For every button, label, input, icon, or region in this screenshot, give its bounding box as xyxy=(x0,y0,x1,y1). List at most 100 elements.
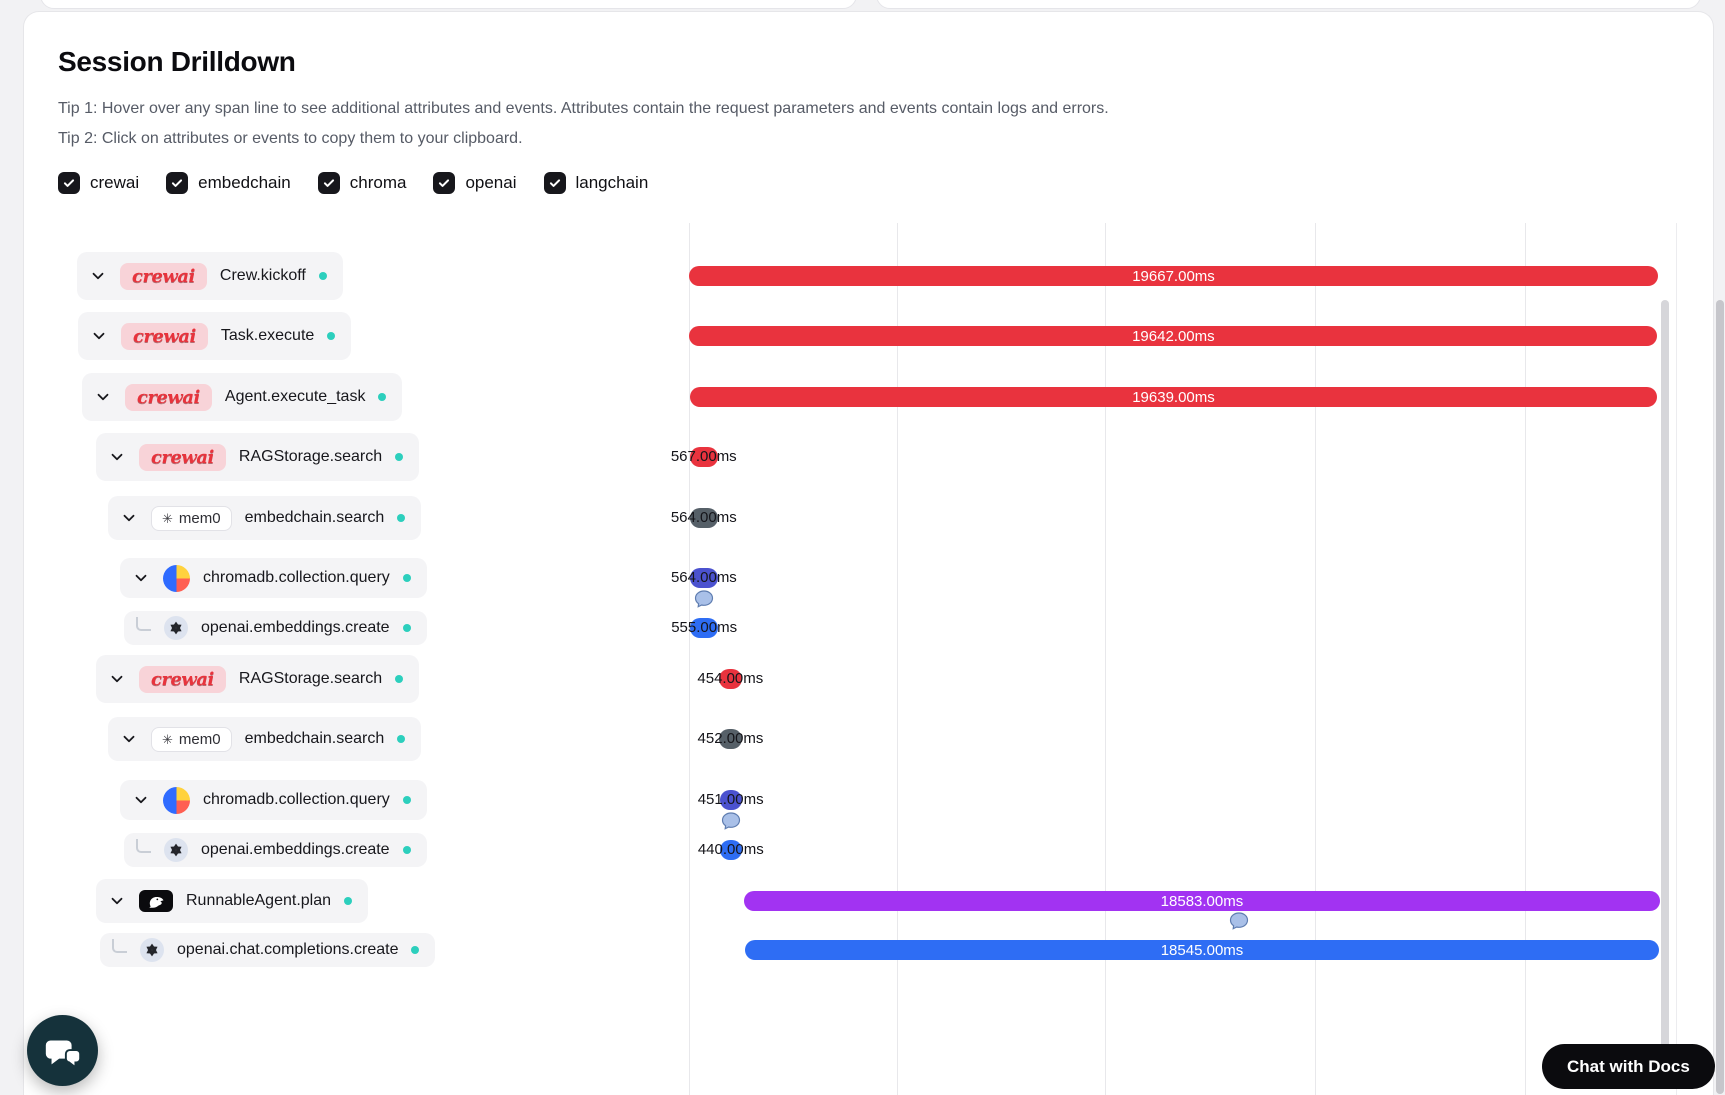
span-name: Agent.execute_task xyxy=(224,388,366,405)
chroma-icon xyxy=(163,564,190,592)
status-dot xyxy=(397,514,406,522)
checkbox-checked-icon[interactable] xyxy=(317,172,340,194)
card-stub-right xyxy=(876,0,1701,9)
span-row-label[interactable]: RunnableAgent.plan xyxy=(96,879,369,923)
span-name: Task.execute xyxy=(220,327,315,344)
span-name: RAGStorage.search xyxy=(238,670,383,687)
timeline-gridline xyxy=(897,223,898,1095)
session-drilldown-card: Session Drilldown Tip 1: Hover over any … xyxy=(23,11,1714,1095)
chevron-down-icon[interactable] xyxy=(120,509,138,527)
span-row-label[interactable]: crewai Agent.execute_task xyxy=(82,373,403,421)
span-duration-bar[interactable]: 18545.00ms xyxy=(745,940,1659,960)
span-duration-bar[interactable] xyxy=(689,447,718,467)
status-dot xyxy=(318,272,327,280)
span-name: RAGStorage.search xyxy=(238,448,383,465)
span-duration-bar[interactable] xyxy=(719,669,742,689)
span-name: Crew.kickoff xyxy=(219,267,306,284)
mem0-label: mem0 xyxy=(178,730,221,748)
filter-crewai[interactable]: crewai xyxy=(58,172,139,194)
event-bubble-icon[interactable] xyxy=(721,812,741,835)
page-title: Session Drilldown xyxy=(58,46,296,77)
span-row-label[interactable]: ✳ mem0 embedchain.search xyxy=(108,496,422,540)
checkbox-checked-icon[interactable] xyxy=(58,172,80,194)
span-duration-bar[interactable]: 19639.00ms xyxy=(689,387,1658,407)
span-row-label[interactable]: openai.chat.completions.create xyxy=(100,933,436,967)
window-scrollbar[interactable] xyxy=(1716,300,1724,1094)
chat-bubbles-icon xyxy=(42,1030,84,1072)
waterfall-scrollbar[interactable] xyxy=(1661,300,1669,1080)
span-duration-bar[interactable]: 19667.00ms xyxy=(689,266,1658,286)
span-name: openai.embeddings.create xyxy=(201,619,390,636)
filter-embedchain[interactable]: embedchain xyxy=(166,172,291,194)
tree-connector-icon xyxy=(136,617,151,631)
span-duration-bar[interactable] xyxy=(719,729,742,749)
langchain-icon xyxy=(139,890,173,912)
mem0-mark-icon: ✳ xyxy=(162,510,173,526)
span-name: chromadb.collection.query xyxy=(203,569,390,586)
span-duration-bar[interactable]: 19642.00ms xyxy=(689,326,1658,346)
duration-label: 19642.00ms xyxy=(1132,327,1215,345)
timeline-gridline xyxy=(1525,223,1526,1095)
filter-openai[interactable]: openai xyxy=(433,172,517,194)
status-dot xyxy=(344,897,353,905)
openai-icon xyxy=(164,616,188,640)
chevron-down-icon[interactable] xyxy=(132,791,150,809)
status-dot xyxy=(402,624,411,632)
checkbox-checked-icon[interactable] xyxy=(543,172,566,194)
span-duration-bar[interactable]: 18583.00ms xyxy=(744,891,1660,911)
span-row-label[interactable]: crewai RAGStorage.search xyxy=(96,433,420,481)
span-row-label[interactable]: chromadb.collection.query xyxy=(120,780,427,820)
filter-label: openai xyxy=(465,173,517,192)
chevron-down-icon[interactable] xyxy=(108,670,126,688)
span-name: embedchain.search xyxy=(244,730,385,747)
span-row-label[interactable]: openai.embeddings.create xyxy=(124,833,427,867)
filter-label: embedchain xyxy=(198,173,291,192)
filter-langchain[interactable]: langchain xyxy=(543,172,649,194)
filter-label: langchain xyxy=(575,173,649,192)
card-stub-left xyxy=(40,0,857,9)
filter-label: crewai xyxy=(90,173,140,192)
checkbox-checked-icon[interactable] xyxy=(433,172,456,194)
filter-chroma[interactable]: chroma xyxy=(317,172,407,194)
event-bubble-icon[interactable] xyxy=(694,590,714,613)
span-duration-bar[interactable] xyxy=(689,508,718,528)
crewai-logo-badge: crewai xyxy=(125,383,212,411)
chevron-down-icon[interactable] xyxy=(108,892,126,910)
span-row-label[interactable]: openai.embeddings.create xyxy=(124,611,427,645)
span-duration-bar[interactable] xyxy=(719,840,742,860)
span-row-label[interactable]: crewai RAGStorage.search xyxy=(96,655,420,703)
status-dot xyxy=(395,453,404,461)
checkbox-checked-icon[interactable] xyxy=(166,172,189,194)
status-dot xyxy=(402,796,411,804)
span-row-label[interactable]: chromadb.collection.query xyxy=(120,558,427,598)
span-row-label[interactable]: crewai Crew.kickoff xyxy=(77,252,343,300)
chevron-down-icon[interactable] xyxy=(132,569,150,587)
chevron-down-icon[interactable] xyxy=(108,448,126,466)
vendor-filter-bar: crewai embedchain chroma openai langchain xyxy=(58,172,648,194)
span-duration-bar[interactable] xyxy=(689,568,718,588)
timeline-gridline xyxy=(1105,223,1106,1095)
span-duration-bar[interactable] xyxy=(719,790,742,810)
timeline-gridline xyxy=(689,223,690,1095)
event-bubble-icon[interactable] xyxy=(1229,912,1249,935)
chevron-down-icon[interactable] xyxy=(120,730,138,748)
duration-label: 19667.00ms xyxy=(1132,267,1215,285)
span-row-label[interactable]: crewai Task.execute xyxy=(78,312,352,360)
span-name: RunnableAgent.plan xyxy=(186,892,332,909)
chat-with-docs-button[interactable]: Chat with Docs xyxy=(1542,1044,1715,1089)
crewai-logo-badge: crewai xyxy=(139,665,226,693)
status-dot xyxy=(402,574,411,582)
chevron-down-icon[interactable] xyxy=(89,267,107,285)
span-name: openai.chat.completions.create xyxy=(177,941,399,958)
chat-widget-button[interactable] xyxy=(27,1015,98,1086)
chevron-down-icon[interactable] xyxy=(94,388,112,406)
filter-label: chroma xyxy=(349,173,407,192)
mem0-badge: ✳ mem0 xyxy=(151,505,232,531)
status-dot xyxy=(327,332,336,340)
span-duration-bar[interactable] xyxy=(690,618,718,638)
span-name: chromadb.collection.query xyxy=(203,791,390,808)
status-dot xyxy=(378,393,387,401)
span-row-label[interactable]: ✳ mem0 embedchain.search xyxy=(108,717,422,761)
chevron-down-icon[interactable] xyxy=(90,327,108,345)
timeline-gridline xyxy=(1315,223,1316,1095)
